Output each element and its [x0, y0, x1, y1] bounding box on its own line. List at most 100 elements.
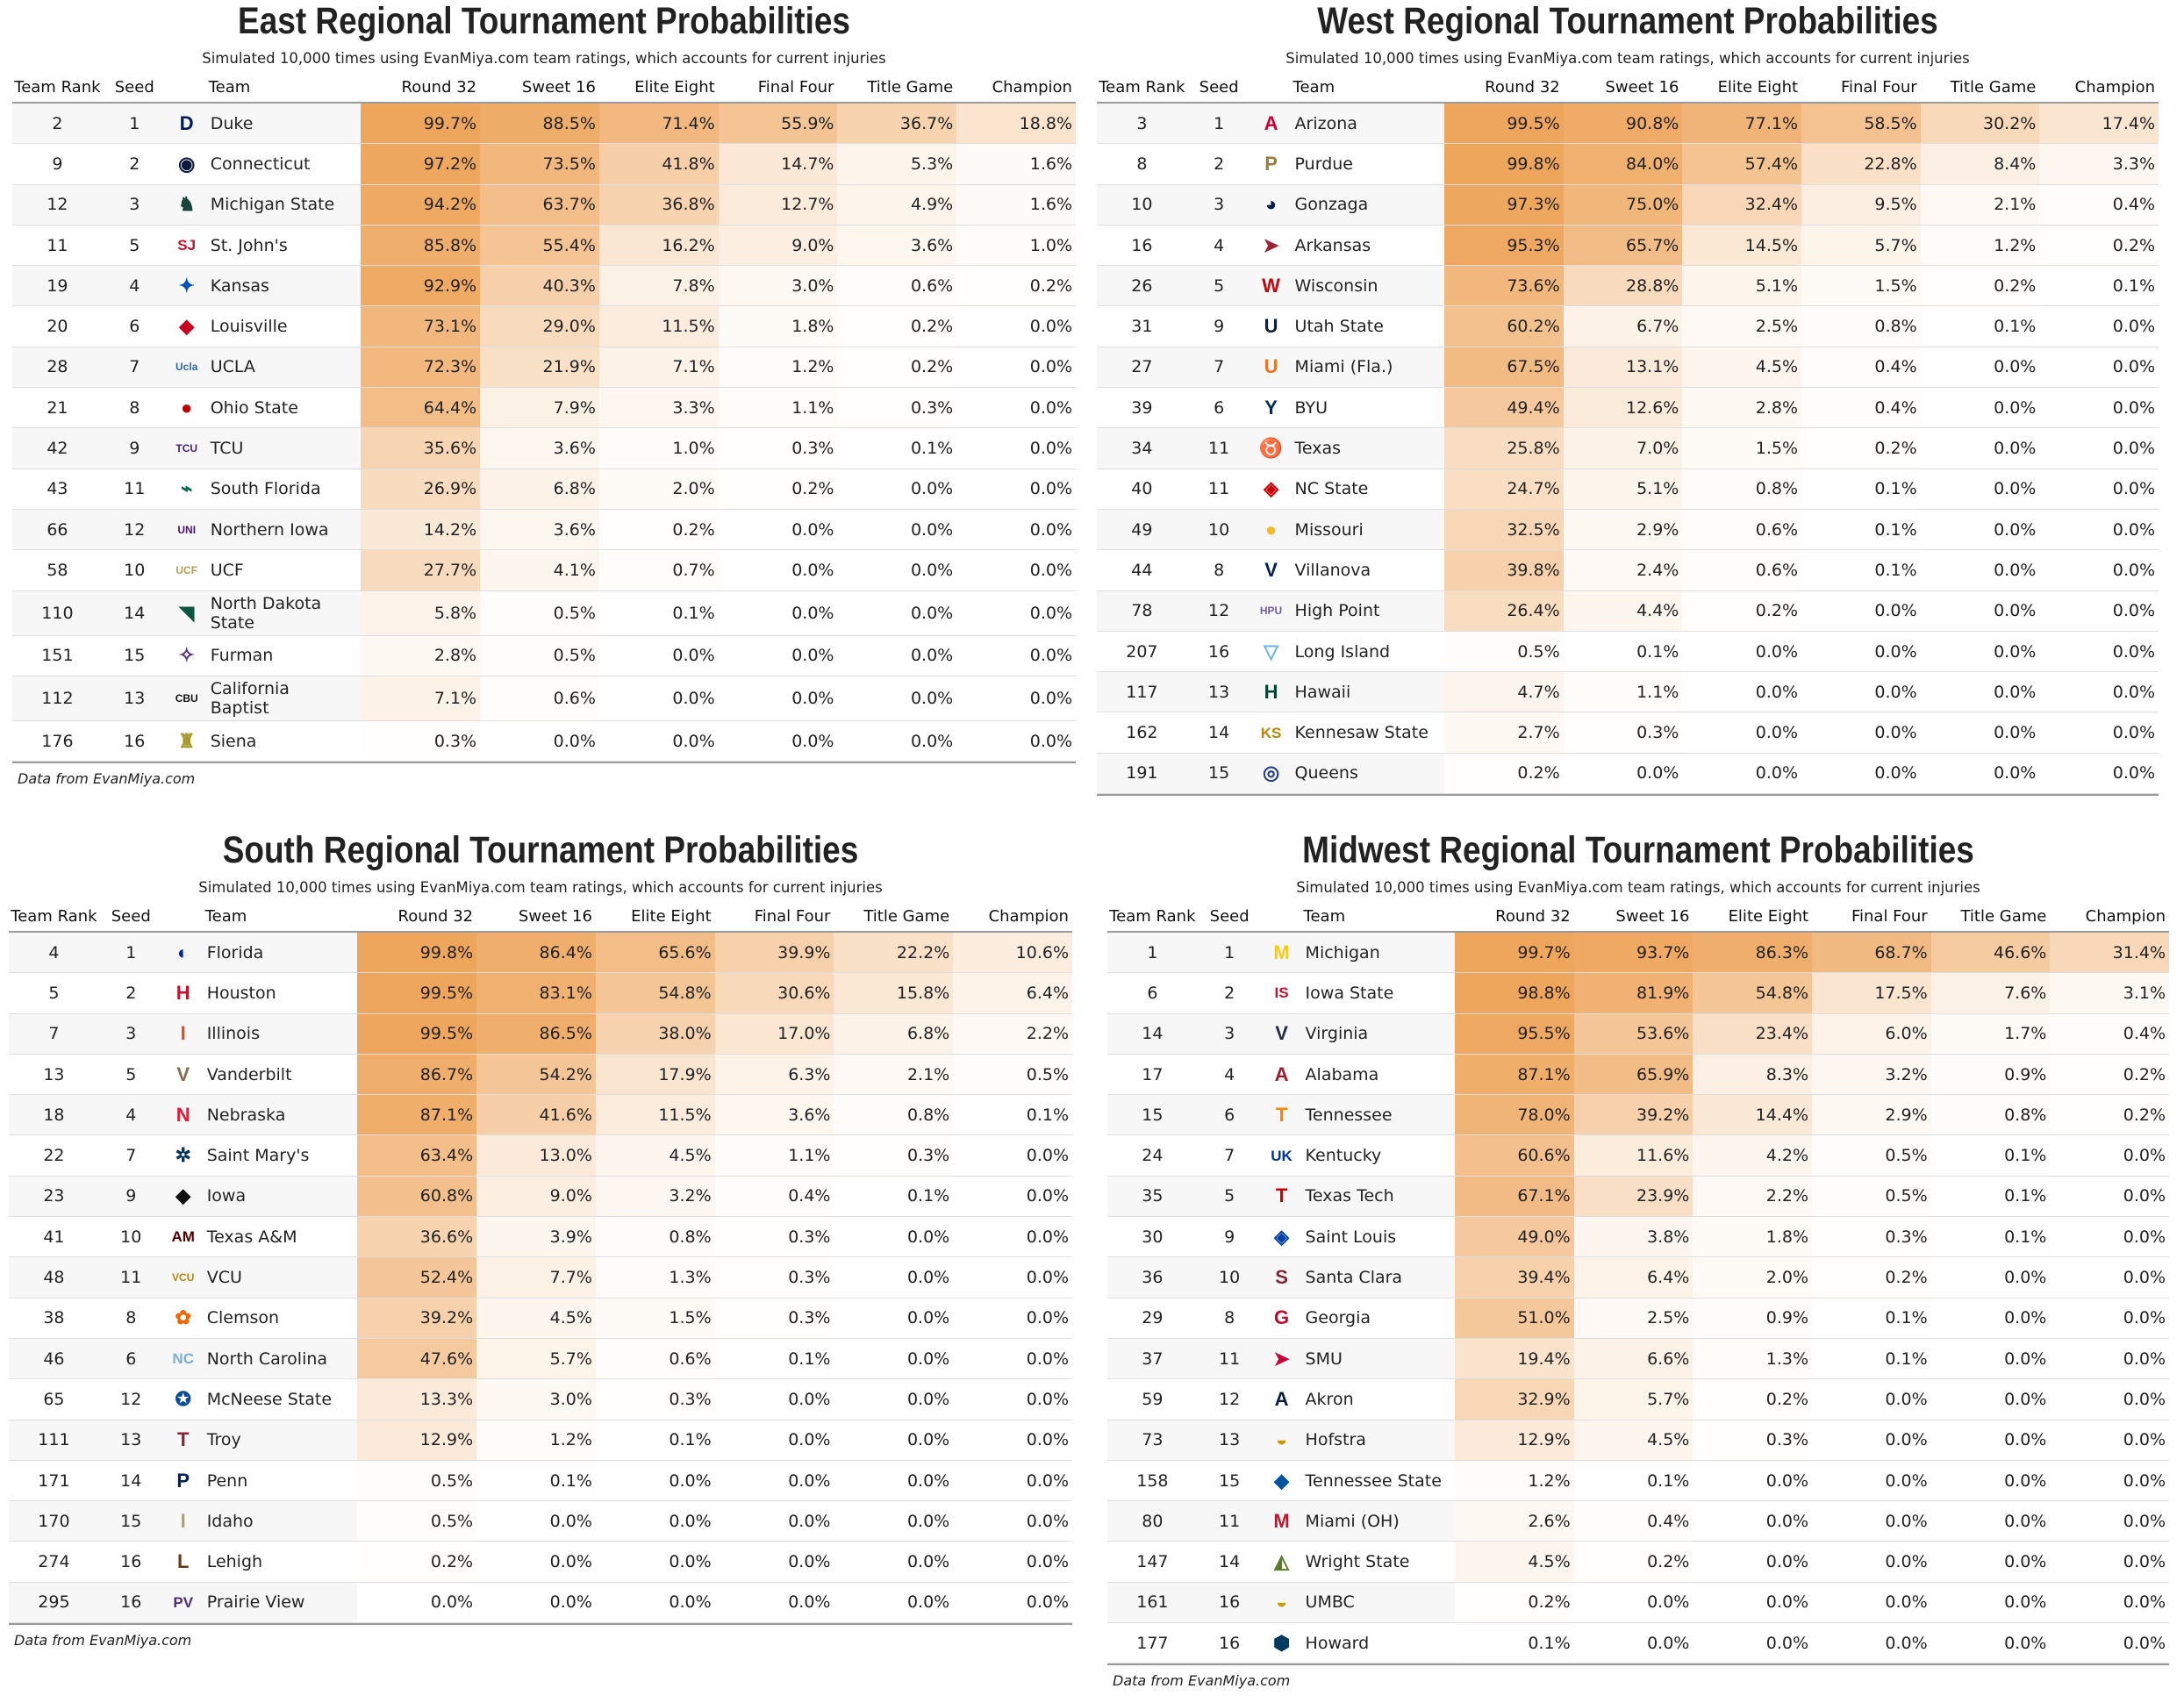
prob-cell-elite-eight: 65.6%: [595, 933, 715, 973]
col-header-seed: Seed: [111, 906, 151, 926]
prob-cell-champion: 0.2%: [956, 266, 1077, 306]
prob-cell-champion: 0.0%: [2050, 1257, 2170, 1298]
team-cell: H Houston: [162, 973, 358, 1013]
table-subtitle: Simulated 10,000 times using EvanMiya.co…: [202, 50, 886, 67]
prob-cell-sweet-16: 11.6%: [1573, 1135, 1693, 1176]
prob-cell-title-game: 0.0%: [1930, 1542, 2051, 1582]
prob-cell-elite-eight: 0.0%: [1682, 712, 1802, 753]
prob-cell-elite-eight: 2.2%: [1693, 1176, 1813, 1217]
seed-cell: 2: [98, 973, 163, 1013]
seed-cell: 3: [1186, 184, 1251, 225]
team-logo-icon: NC: [172, 1350, 194, 1368]
prob-cell-sweet-16: 6.6%: [1573, 1338, 1693, 1379]
team-logo-icon: H: [175, 981, 190, 1004]
prob-cell-sweet-16: 65.9%: [1573, 1054, 1693, 1095]
seed-cell: 9: [1186, 306, 1251, 347]
prob-cell-round-32: 60.8%: [357, 1176, 477, 1217]
team-cell: D Duke: [166, 104, 362, 144]
team-rank-cell: 30: [1107, 1217, 1198, 1257]
prob-cell-elite-eight: 86.3%: [1693, 933, 1813, 973]
prob-cell-round-32: 0.2%: [357, 1542, 477, 1582]
col-header-title-game: Title Game: [1960, 906, 2047, 926]
prob-cell-round-32: 14.2%: [361, 509, 481, 550]
table-row: 65 12 ✪ McNeese State 13.3% 3.0% 0.3% 0.0% 0.0% 0…: [9, 1379, 1073, 1420]
prob-cell-title-game: 0.2%: [1920, 266, 2040, 306]
prob-cell-round-32: 4.5%: [1455, 1542, 1574, 1582]
prob-cell-round-32: 99.5%: [1444, 104, 1564, 144]
prob-cell-title-game: 0.0%: [1930, 1379, 2051, 1420]
prob-cell-elite-eight: 16.2%: [598, 225, 719, 266]
prob-cell-title-game: 0.0%: [1920, 631, 2040, 672]
col-header-sweet-16: Sweet 16: [521, 77, 596, 97]
team-rank-cell: 161: [1107, 1582, 1198, 1623]
prob-cell-elite-eight: 0.0%: [595, 1460, 715, 1501]
seed-cell: 11: [1197, 1338, 1262, 1379]
team-name: Long Island: [1294, 641, 1391, 662]
table-subtitle: Simulated 10,000 times using EvanMiya.co…: [1285, 50, 1970, 67]
col-header-team-rank: Team Rank: [1099, 77, 1185, 97]
team-logo-icon: I: [180, 1022, 186, 1045]
prob-cell-final-four: 9.0%: [718, 225, 838, 266]
table-row: 2 1 D Duke 99.7% 88.5% 71.4% 55.9% 36.7% 18.8%: [12, 104, 1077, 145]
seed-cell: 16: [1197, 1623, 1262, 1664]
team-name: Gonzaga: [1294, 195, 1369, 215]
prob-cell-champion: 0.0%: [956, 550, 1077, 590]
seed-cell: 2: [1197, 973, 1262, 1013]
prob-cell-champion: 0.0%: [956, 509, 1077, 550]
prob-cell-sweet-16: 28.8%: [1563, 266, 1683, 306]
table-row: 3 1 A Arizona 99.5% 90.8% 77.1% 58.5% 30.2% 17.4%: [1097, 104, 2159, 145]
team-cell: KS Kennesaw State: [1250, 712, 1444, 753]
table-subtitle: Simulated 10,000 times using EvanMiya.co…: [1296, 879, 1980, 896]
team-cell: UCF UCF: [166, 550, 362, 590]
prob-cell-champion: 0.0%: [956, 347, 1077, 388]
seed-cell: 7: [98, 1135, 163, 1176]
prob-cell-title-game: 0.0%: [1930, 1420, 2051, 1460]
seed-cell: 4: [1197, 1054, 1262, 1095]
team-logo-icon: H: [1264, 680, 1278, 703]
team-name: McNeese State: [206, 1389, 333, 1409]
team-rank-cell: 35: [1107, 1176, 1198, 1217]
prob-cell-champion: 6.4%: [953, 973, 1073, 1013]
prob-cell-title-game: 0.0%: [837, 509, 957, 550]
prob-cell-round-32: 2.6%: [1455, 1501, 1574, 1542]
team-name: South Florida: [210, 479, 321, 499]
team-logo-icon: T: [1275, 1103, 1288, 1126]
table-title: East Regional Tournament Probabilities: [238, 0, 850, 42]
prob-cell-final-four: 0.1%: [714, 1338, 834, 1379]
prob-cell-sweet-16: 6.7%: [1563, 306, 1683, 347]
team-rank-cell: 5: [9, 973, 99, 1013]
team-logo-icon: ◎: [1262, 762, 1280, 784]
prob-cell-champion: 0.0%: [953, 1379, 1073, 1420]
prob-cell-round-32: 73.6%: [1444, 266, 1564, 306]
table-row: 7 3 I Illinois 99.5% 86.5% 38.0% 17.0% 6.8% 2.2%: [9, 1013, 1073, 1055]
prob-cell-final-four: 0.0%: [718, 590, 838, 635]
prob-cell-elite-eight: 11.5%: [598, 306, 719, 347]
prob-cell-title-game: 4.9%: [837, 184, 957, 225]
team-name: VCU: [206, 1268, 242, 1288]
prob-cell-elite-eight: 0.0%: [595, 1542, 715, 1582]
table-row: 29 8 G Georgia 51.0% 2.5% 0.9% 0.1% 0.0% 0.0%: [1107, 1298, 2170, 1339]
prob-cell-champion: 0.0%: [953, 1501, 1073, 1542]
team-name: Georgia: [1305, 1308, 1371, 1328]
prob-cell-final-four: 0.4%: [714, 1176, 834, 1217]
team-cell: ◆ Tennessee State: [1261, 1460, 1455, 1501]
col-header-seed: Seed: [114, 77, 154, 97]
team-name: Akron: [1305, 1389, 1354, 1409]
table-footer-rule: [1097, 794, 2159, 797]
prob-cell-sweet-16: 5.7%: [1573, 1379, 1693, 1420]
prob-cell-elite-eight: 2.0%: [1693, 1257, 1813, 1298]
table-row: 43 11 ⌁ South Florida 26.9% 6.8% 2.0% 0.2% 0.0% 0…: [12, 469, 1077, 510]
seed-cell: 4: [102, 266, 167, 306]
prob-cell-round-32: 0.5%: [357, 1501, 477, 1542]
team-rank-cell: 12: [12, 184, 103, 225]
prob-cell-champion: 17.4%: [2039, 104, 2159, 144]
team-cell: ✿ Clemson: [162, 1298, 358, 1338]
team-name: Wright State: [1305, 1552, 1410, 1572]
prob-cell-elite-eight: 0.7%: [598, 550, 719, 590]
team-logo-icon: ◒: [1275, 1591, 1288, 1614]
prob-cell-champion: 0.0%: [953, 1257, 1073, 1298]
prob-cell-champion: 0.0%: [2050, 1217, 2170, 1257]
prob-cell-title-game: 0.0%: [1930, 1501, 2051, 1542]
prob-cell-round-32: 0.0%: [357, 1582, 477, 1623]
team-rank-cell: 36: [1107, 1257, 1198, 1298]
